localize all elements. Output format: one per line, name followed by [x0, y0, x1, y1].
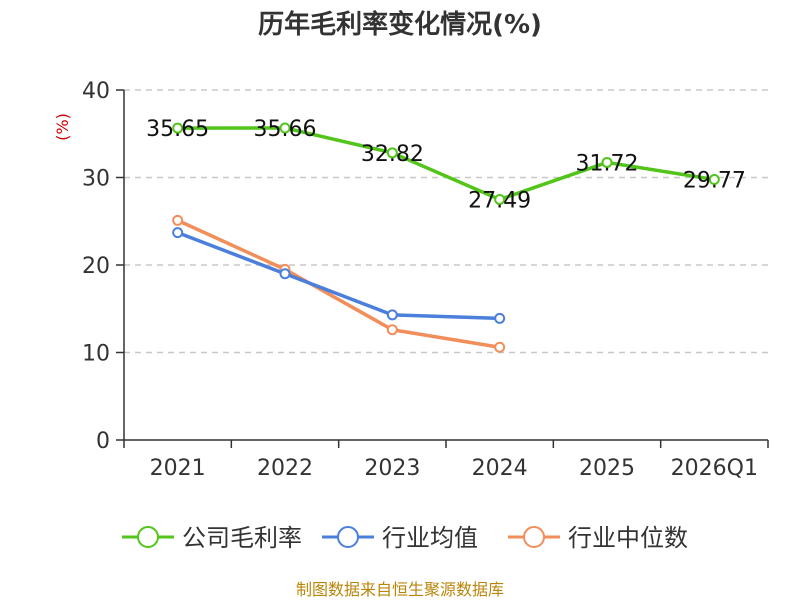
legend-label: 行业均值	[382, 524, 478, 552]
axes: 0 10 20 30 40 2021 2022 2023 2024 2025 2026Q1	[82, 79, 769, 481]
y-tick-label: 20	[82, 254, 110, 279]
data-point	[279, 268, 291, 280]
series-lines	[172, 122, 720, 353]
data-point	[386, 147, 398, 159]
legend-label: 公司毛利率	[182, 524, 302, 552]
data-label: 35.66	[254, 117, 317, 142]
legend-label: 行业中位数	[568, 524, 688, 552]
data-point	[172, 227, 184, 239]
x-tick-label: 2023	[364, 456, 420, 481]
source-note: 制图数据来自恒生聚源数据库	[296, 580, 504, 599]
y-tick-label: 30	[82, 167, 110, 192]
data-point	[172, 214, 184, 226]
series-line	[177, 126, 715, 202]
data-label: 35.65	[146, 117, 209, 142]
data-labels: 35.65 35.66 32.82 27.49 31.72 29.77	[146, 117, 746, 213]
data-label: 29.77	[683, 169, 746, 194]
series-line	[176, 218, 500, 349]
data-point	[601, 156, 613, 168]
data-label: 31.72	[576, 151, 639, 176]
data-point	[494, 193, 506, 205]
x-tick-label: 2026Q1	[671, 456, 758, 481]
data-point	[386, 324, 398, 336]
data-label: 32.82	[361, 142, 424, 167]
chart-title: 历年毛利率变化情况(%)	[258, 9, 542, 40]
data-point	[494, 312, 506, 324]
x-tick-label: 2022	[257, 456, 313, 481]
x-tick-label: 2021	[150, 456, 206, 481]
y-axis-unit: (%)	[53, 113, 72, 141]
data-point	[279, 122, 291, 134]
data-point	[386, 309, 398, 321]
data-point	[172, 122, 184, 134]
data-point	[494, 341, 506, 353]
legend: 公司毛利率 行业均值 行业中位数	[122, 524, 688, 552]
y-tick-label: 40	[82, 79, 110, 104]
legend-marker	[523, 526, 545, 548]
y-tick-label: 10	[82, 342, 110, 367]
data-label: 27.49	[468, 188, 531, 213]
data-point	[708, 174, 720, 186]
legend-marker	[137, 526, 159, 548]
y-tick-label: 0	[96, 429, 110, 454]
series-line	[177, 230, 500, 321]
x-tick-label: 2025	[579, 456, 635, 481]
legend-marker	[337, 526, 359, 548]
x-tick-label: 2024	[472, 456, 528, 481]
